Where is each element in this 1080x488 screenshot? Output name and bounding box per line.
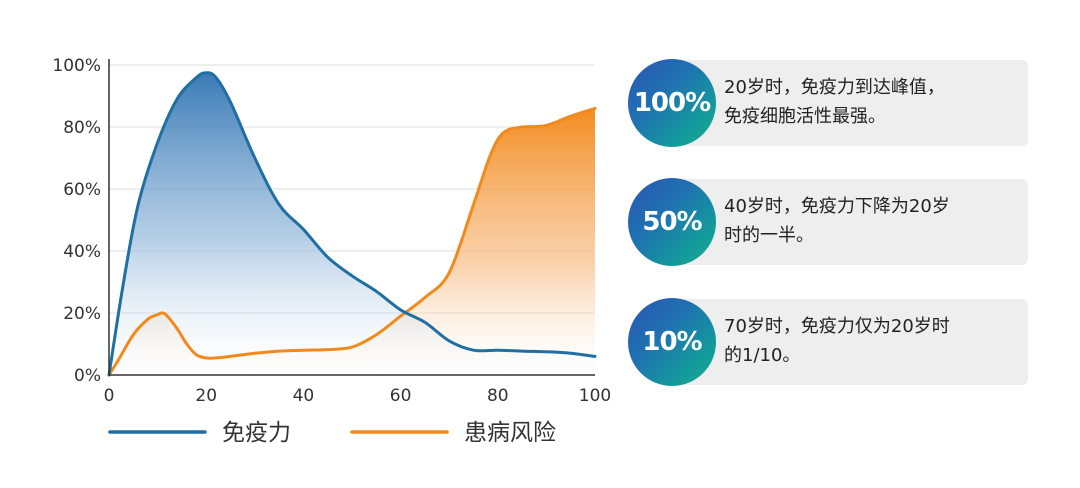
stat-value-badge: 100%	[628, 59, 716, 147]
y-tick-label: 20%	[63, 304, 101, 324]
stat-card-background	[672, 179, 1028, 265]
stat-card-half: 50% 40岁时，免疫力下降为20岁 时的一半。	[628, 178, 1028, 266]
stat-description-line: 免疫细胞活性最强。	[724, 106, 886, 127]
y-tick-label: 100%	[52, 56, 101, 76]
legend-label: 免疫力	[222, 420, 291, 446]
x-tick-label: 0	[104, 386, 115, 406]
x-tick-label: 80	[487, 386, 509, 406]
x-tick-label: 100	[579, 386, 610, 406]
stat-card-peak: 100% 20岁时，免疫力到达峰值， 免疫细胞活性最强。	[628, 59, 1028, 147]
stat-description: 20岁时，免疫力到达峰值， 免疫细胞活性最强。	[724, 73, 1014, 131]
series-line	[107, 71, 597, 377]
legend-label: 患病风险	[464, 420, 556, 446]
stat-card-background	[672, 60, 1028, 146]
x-tick-label: 60	[390, 386, 412, 406]
y-tick-label: 40%	[63, 242, 101, 262]
immunity-risk-chart: 0% 20% 40% 60% 80% 100% 0 20 40 60 80 100 免疫力 患病风险	[52, 56, 610, 446]
x-tick-label: 20	[195, 386, 217, 406]
stat-description-line: 时的一半。	[724, 225, 814, 246]
stat-card-background	[672, 299, 1028, 385]
stat-value-badge: 10%	[628, 298, 716, 386]
series-areas	[109, 72, 595, 376]
series-area	[109, 72, 595, 375]
legend: 免疫力 患病风险	[108, 420, 556, 446]
y-tick-label: 0%	[74, 366, 101, 386]
series-area	[109, 108, 595, 376]
stat-description-line: 的1/10。	[724, 345, 801, 366]
tick-labels: 0% 20% 40% 60% 80% 100% 0 20 40 60 80 100	[52, 56, 610, 406]
stat-description-line: 70岁时，免疫力仅为20岁时	[724, 316, 950, 337]
stat-card-tenth: 10% 70岁时，免疫力仅为20岁时 的1/10。	[628, 298, 1028, 386]
series-lines	[107, 71, 597, 377]
series-line	[107, 106, 597, 377]
stat-description-line: 40岁时，免疫力下降为20岁	[724, 196, 950, 217]
y-tick-label: 80%	[63, 118, 101, 138]
axes	[108, 59, 595, 376]
x-tick-label: 40	[293, 386, 315, 406]
stat-description: 40岁时，免疫力下降为20岁 时的一半。	[724, 192, 1014, 250]
y-tick-label: 60%	[63, 180, 101, 200]
stat-value-badge: 50%	[628, 178, 716, 266]
stat-description-line: 20岁时，免疫力到达峰值，	[724, 77, 945, 98]
stat-description: 70岁时，免疫力仅为20岁时 的1/10。	[724, 312, 1014, 370]
